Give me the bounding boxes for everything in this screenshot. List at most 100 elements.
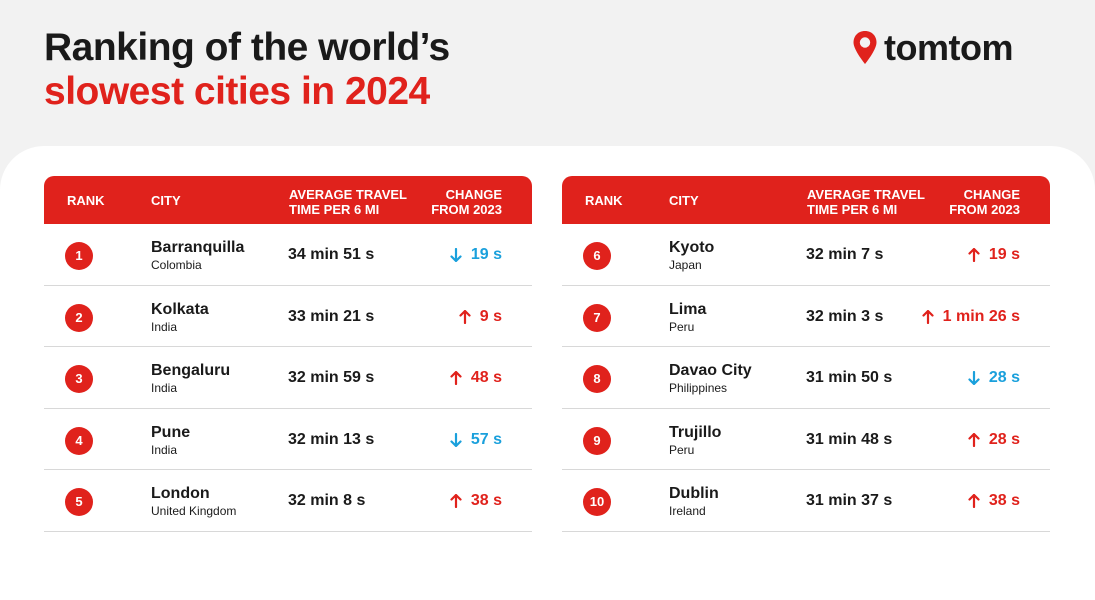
arrow-down-icon (450, 432, 462, 447)
rank-badge: 7 (583, 303, 611, 332)
change-value: 57 s (450, 431, 502, 449)
city-name: Davao City (669, 362, 752, 379)
header-travel-time: AVERAGE TRAVEL TIME PER 6 MI (807, 187, 925, 217)
travel-time: 34 min 51 s (288, 246, 375, 263)
change-text: 38 s (988, 492, 1020, 509)
change-value: 1 min 26 s (922, 308, 1020, 326)
country-name: India (151, 381, 178, 395)
rank-badge: 8 (583, 365, 611, 393)
header-city: CITY (669, 193, 699, 208)
header-change-line-1: CHANGE (445, 187, 502, 202)
change-text: 28 s (988, 430, 1020, 448)
table-row: 1 Barranquilla Colombia 34 min 51 s 19 s (44, 224, 532, 286)
change-text: 57 s (470, 430, 502, 448)
rank-badge: 2 (65, 303, 93, 332)
header-change-line-2: FROM 2023 (949, 202, 1020, 217)
arrow-up-icon (450, 494, 462, 508)
brand-logo: tomtom (852, 27, 1013, 68)
travel-time: 31 min 37 s (806, 492, 893, 509)
change-value: 19 s (968, 246, 1020, 264)
arrow-up-icon (450, 371, 462, 385)
change-value: 38 s (450, 492, 502, 510)
rank-badge: 4 (65, 426, 93, 455)
map-pin-icon (853, 31, 877, 64)
travel-time: 31 min 48 s (806, 430, 893, 448)
city-name: Kyoto (669, 239, 715, 256)
city-name: London (151, 485, 210, 502)
country-name: Peru (669, 442, 695, 457)
travel-time: 32 min 3 s (806, 307, 884, 325)
country-name: Japan (669, 258, 702, 272)
table-header: RANK CITY AVERAGE TRAVEL TIME PER 6 MI CHANG… (562, 176, 1050, 224)
table-row: 10 Dublin Ireland 31 min 37 s 38 s (562, 470, 1050, 532)
page-title: Ranking of the world’s slowest cities in… (44, 26, 450, 114)
table-row: 9 Trujillo Peru 31 min 48 s 28 s (562, 409, 1050, 470)
table-row: 2 Kolkata India 33 min 21 s 9 s (44, 286, 532, 347)
travel-time: 32 min 13 s (288, 430, 375, 448)
title-line-1: Ranking of the world’s (44, 26, 450, 69)
change-text: 48 s (470, 369, 502, 386)
change-value: 28 s (968, 431, 1020, 449)
table-row: 3 Bengaluru India 32 min 59 s 48 s (44, 347, 532, 409)
change-text: 38 s (470, 492, 502, 509)
change-value: 48 s (450, 369, 502, 387)
country-name: Philippines (669, 381, 728, 395)
city-name: Dublin (669, 485, 719, 502)
header-travel-time-line-2: TIME PER 6 MI (289, 202, 380, 217)
travel-time: 32 min 59 s (288, 369, 375, 386)
arrow-up-icon (968, 494, 980, 508)
change-text: 19 s (470, 246, 502, 263)
country-name: Peru (669, 319, 695, 334)
travel-time: 31 min 50 s (806, 369, 893, 386)
rank-badge: 6 (583, 242, 611, 270)
country-name: Ireland (669, 504, 706, 518)
country-name: Colombia (151, 258, 202, 272)
change-value: 19 s (450, 246, 502, 264)
rank-badge: 10 (583, 488, 611, 516)
change-value: 9 s (459, 308, 502, 326)
rank-badge: 9 (583, 426, 611, 455)
brand-name: tomtom (884, 27, 1013, 68)
table-row: 5 London United Kingdom 32 min 8 s 38 s (44, 470, 532, 532)
country-name: United Kingdom (151, 504, 237, 518)
travel-time: 32 min 7 s (806, 246, 884, 263)
change-text: 1 min 26 s (942, 307, 1020, 325)
header-travel-time-line-2: TIME PER 6 MI (807, 202, 898, 217)
change-value: 28 s (968, 369, 1020, 387)
ranking-table-left: RANK CITY AVERAGE TRAVEL TIME PER 6 MI CHANG… (44, 176, 532, 532)
arrow-up-icon (922, 309, 934, 324)
header-travel-time-line-1: AVERAGE TRAVEL (807, 187, 925, 202)
arrow-down-icon (450, 248, 462, 262)
city-name: Barranquilla (151, 239, 245, 256)
table-row: 7 Lima Peru 32 min 3 s 1 min 26 s (562, 286, 1050, 347)
change-text: 9 s (479, 307, 502, 325)
table-header: RANK CITY AVERAGE TRAVEL TIME PER 6 MI CHANG… (44, 176, 532, 224)
header-travel-time-line-1: AVERAGE TRAVEL (289, 187, 407, 202)
city-name: Lima (669, 300, 707, 318)
rank-badge: 3 (65, 365, 93, 393)
change-text: 19 s (988, 246, 1020, 263)
header-rank: RANK (585, 193, 623, 208)
arrow-down-icon (968, 371, 980, 385)
rank-badge: 5 (65, 488, 93, 516)
header-change: CHANGE FROM 2023 (949, 187, 1020, 217)
arrow-up-icon (968, 248, 980, 262)
header-change-line-1: CHANGE (963, 187, 1020, 202)
city-name: Bengaluru (151, 362, 231, 379)
change-value: 38 s (968, 492, 1020, 510)
header-city: CITY (151, 193, 181, 208)
city-name: Kolkata (151, 300, 209, 318)
header-travel-time: AVERAGE TRAVEL TIME PER 6 MI (289, 187, 407, 217)
header-rank: RANK (67, 193, 105, 208)
ranking-table-right: RANK CITY AVERAGE TRAVEL TIME PER 6 MI CHANG… (562, 176, 1050, 532)
change-text: 28 s (988, 369, 1020, 386)
arrow-up-icon (459, 309, 471, 324)
country-name: India (151, 442, 178, 457)
arrow-up-icon (968, 432, 980, 447)
table-row: 6 Kyoto Japan 32 min 7 s 19 s (562, 224, 1050, 286)
city-name: Trujillo (669, 423, 722, 441)
city-name: Pune (151, 423, 191, 441)
country-name: India (151, 319, 178, 334)
travel-time: 32 min 8 s (288, 492, 366, 509)
header-change: CHANGE FROM 2023 (431, 187, 502, 217)
